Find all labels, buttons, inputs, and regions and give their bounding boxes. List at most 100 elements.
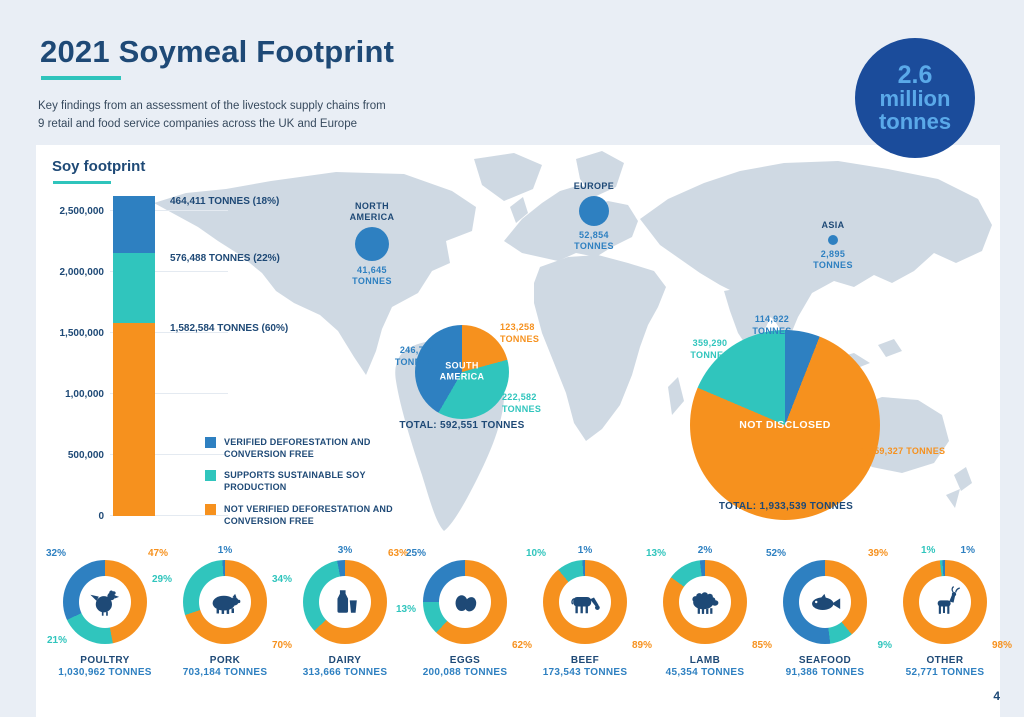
donut-pct: 39% xyxy=(867,548,888,559)
donut-ring-wrap: 32% 47% 21% xyxy=(46,548,168,646)
y-tick-label: 2,000,000 xyxy=(59,267,105,278)
y-gridline xyxy=(110,454,228,455)
region-name: NORTH AMERICA xyxy=(349,201,395,222)
donut-dairy: 3% 34% 63% DAIRY 313,666 TONNES xyxy=(272,545,408,678)
legend-label-not-verified: NOT VERIFIED DEFORESTATION AND CONVERSIO… xyxy=(224,503,393,526)
donut-pct: 52% xyxy=(766,548,787,559)
bar-segment-supports xyxy=(113,252,155,323)
legend-swatch-not-verified xyxy=(205,503,216,515)
donut-tonnes: 173,543 TONNES xyxy=(542,667,628,678)
pie-value-label: 222,582 TONNES xyxy=(502,392,542,414)
donut-ring-wrap: 3% 34% 63% xyxy=(272,545,408,644)
donut-tonnes: 52,771 TONNES xyxy=(905,667,985,678)
y-tick-label: 500,000 xyxy=(67,450,104,461)
region-bubble xyxy=(828,234,838,245)
y-gridline xyxy=(110,210,228,211)
region-bubble xyxy=(355,226,389,261)
region-marker-north-america: NORTH AMERICA 41,645 TONNES xyxy=(332,201,412,287)
map-africa xyxy=(534,255,666,441)
bar-segment-verified xyxy=(113,195,155,253)
donut-hole xyxy=(559,576,611,628)
pie-total-label: TOTAL: 1,933,539 TONNES xyxy=(718,501,854,512)
donut-pct: 1% xyxy=(217,545,233,556)
pig-icon xyxy=(212,593,241,614)
donut-name: BEEF xyxy=(570,655,600,666)
donut-hole xyxy=(319,576,371,628)
chicken-icon xyxy=(90,590,120,616)
map-madagascar xyxy=(668,377,684,415)
map-new-zealand xyxy=(946,467,972,508)
donut-hole xyxy=(799,576,851,628)
donut-pct: 29% xyxy=(152,574,173,585)
legend-item-not-verified: NOT VERIFIED DEFORESTATION AND CONVERSIO… xyxy=(205,503,405,527)
donut-pct: 34% xyxy=(272,574,293,585)
subtitle-line-1: Key findings from an assessment of the l… xyxy=(38,100,386,112)
donut-eggs: 25% 13% 62% EGGS 200,088 TONNES xyxy=(396,548,532,678)
sheep-icon xyxy=(692,592,719,614)
donut-pct: 9% xyxy=(877,640,892,651)
donut-seafood: 52% 39% 9% SEAFOOD 91,386 TONNES xyxy=(765,548,892,678)
donut-pct: 47% xyxy=(147,548,168,559)
legend-label-supports: SUPPORTS SUSTAINABLE SOY PRODUCTION xyxy=(224,470,366,493)
region-marker-europe: EUROPE 52,854 TONNES xyxy=(554,181,634,252)
map-greenland xyxy=(474,153,542,201)
bar-segment-label-verified: 464,411 TONNES (18%) xyxy=(170,195,280,207)
section-title-underline xyxy=(53,181,111,184)
donut-hole xyxy=(199,576,251,628)
region-value: 41,645 TONNES xyxy=(352,264,392,286)
donut-hole xyxy=(439,576,491,628)
milk-icon xyxy=(337,590,357,613)
donut-other: 1% 1% 98% OTHER 52,771 TONNES xyxy=(885,545,1012,678)
bar-segment-label-supports: 576,488 TONNES (22%) xyxy=(170,252,280,264)
region-value: 52,854 TONNES xyxy=(574,229,614,252)
donut-tonnes: 91,386 TONNES xyxy=(785,667,865,678)
donut-pct: 32% xyxy=(46,548,67,559)
chart-legend: VERIFIED DEFORESTATION AND CONVERSION FR… xyxy=(205,436,405,536)
donut-ring-wrap: 25% 13% 62% xyxy=(396,548,532,651)
legend-swatch-supports xyxy=(205,470,216,482)
y-tick-label: 2,500,000 xyxy=(59,206,105,217)
legend-swatch-verified xyxy=(205,437,216,448)
donut-name: EGGS xyxy=(449,655,481,666)
donut-lamb: 2% 13% 85% LAMB 45,354 TONNES xyxy=(645,545,772,678)
donut-pct: 13% xyxy=(396,604,417,615)
donut-name: SEAFOOD xyxy=(798,655,852,666)
pie-value-label: 114,922 TONNES xyxy=(752,314,792,336)
donut-hole xyxy=(79,576,131,628)
donut-pct: 62% xyxy=(511,640,532,651)
donut-ring-wrap: 52% 39% 9% xyxy=(766,548,892,651)
donut-name: DAIRY xyxy=(328,655,362,666)
pie-chart: SOUTH AMERICA xyxy=(415,325,509,419)
donut-tonnes: 200,088 TONNES xyxy=(422,667,508,678)
donut-tonnes: 45,354 TONNES xyxy=(665,667,745,678)
pie-value-label: 1,459,327 TONNES xyxy=(860,446,946,456)
legend-item-supports: SUPPORTS SUSTAINABLE SOY PRODUCTION xyxy=(205,469,405,493)
bar-segment-not_verified xyxy=(113,322,155,516)
region-name: EUROPE xyxy=(573,181,615,191)
page-title: 2021 Soymeal Footprint xyxy=(40,34,395,69)
page-subtitle: Key findings from an assessment of the l… xyxy=(38,98,386,134)
donut-pct: 25% xyxy=(406,548,427,559)
donut-pct: 21% xyxy=(47,635,68,646)
pie-value-label: 123,258 TONNES xyxy=(500,322,540,344)
fish-icon xyxy=(812,593,841,610)
donut-pct: 1% xyxy=(577,545,593,556)
badge-value: 2.6 xyxy=(897,60,933,89)
donut-pct: 89% xyxy=(631,640,652,651)
donut-hole xyxy=(919,576,971,628)
donut-pct: 10% xyxy=(526,548,547,559)
soy-footprint-bar-chart: 0 500,000 1,00,000 1,500,000 2,000,000 2,500,… xyxy=(52,193,392,528)
map-scandinavia xyxy=(576,151,624,197)
y-gridline xyxy=(110,515,228,516)
donut-pork: 1% 29% 70% PORK 703,184 TONNES xyxy=(152,545,292,678)
pie-value-label: 359,290 TONNES xyxy=(690,338,730,360)
donut-ring-wrap: 1% 10% 89% xyxy=(526,545,652,651)
y-gridline xyxy=(110,393,228,394)
map-panel: Soy footprint 0 500,000 1,00,000 1,500,000 2… xyxy=(36,145,1012,717)
y-tick-label: 1,00,000 xyxy=(65,389,104,400)
legend-item-verified: VERIFIED DEFORESTATION AND CONVERSION FR… xyxy=(205,436,405,460)
donut-tonnes: 1,030,962 TONNES xyxy=(58,667,152,678)
pie-total-label: TOTAL: 592,551 TONNES xyxy=(399,420,525,431)
donut-tonnes: 313,666 TONNES xyxy=(302,667,388,678)
